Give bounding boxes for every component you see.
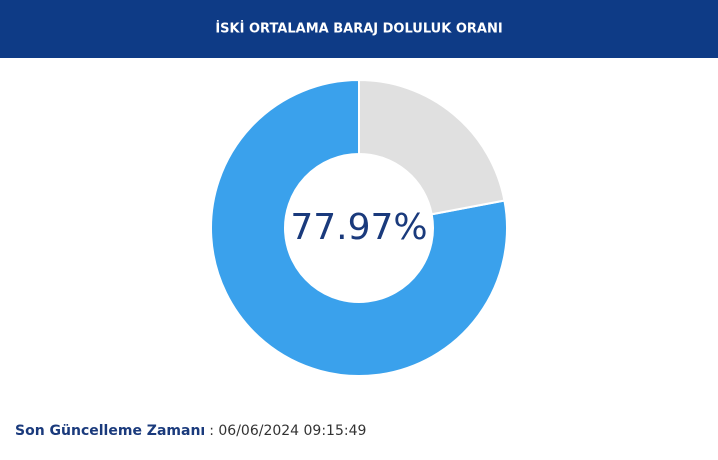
center-label: 77.97% [290,207,427,248]
footer: Son Güncelleme Zamanı: 06/06/2024 09:15:… [15,423,366,439]
donut [210,78,508,377]
footer-time: : 06/06/2024 09:15:49 [209,423,366,439]
chart-title: İSKİ ORTALAMA BARAJ DOLULUK ORANI [215,21,502,37]
header-bar [0,0,718,58]
donut-segment [358,78,506,216]
footer-label: Son Güncelleme Zamanı [15,423,205,439]
donut-segment [210,78,508,377]
